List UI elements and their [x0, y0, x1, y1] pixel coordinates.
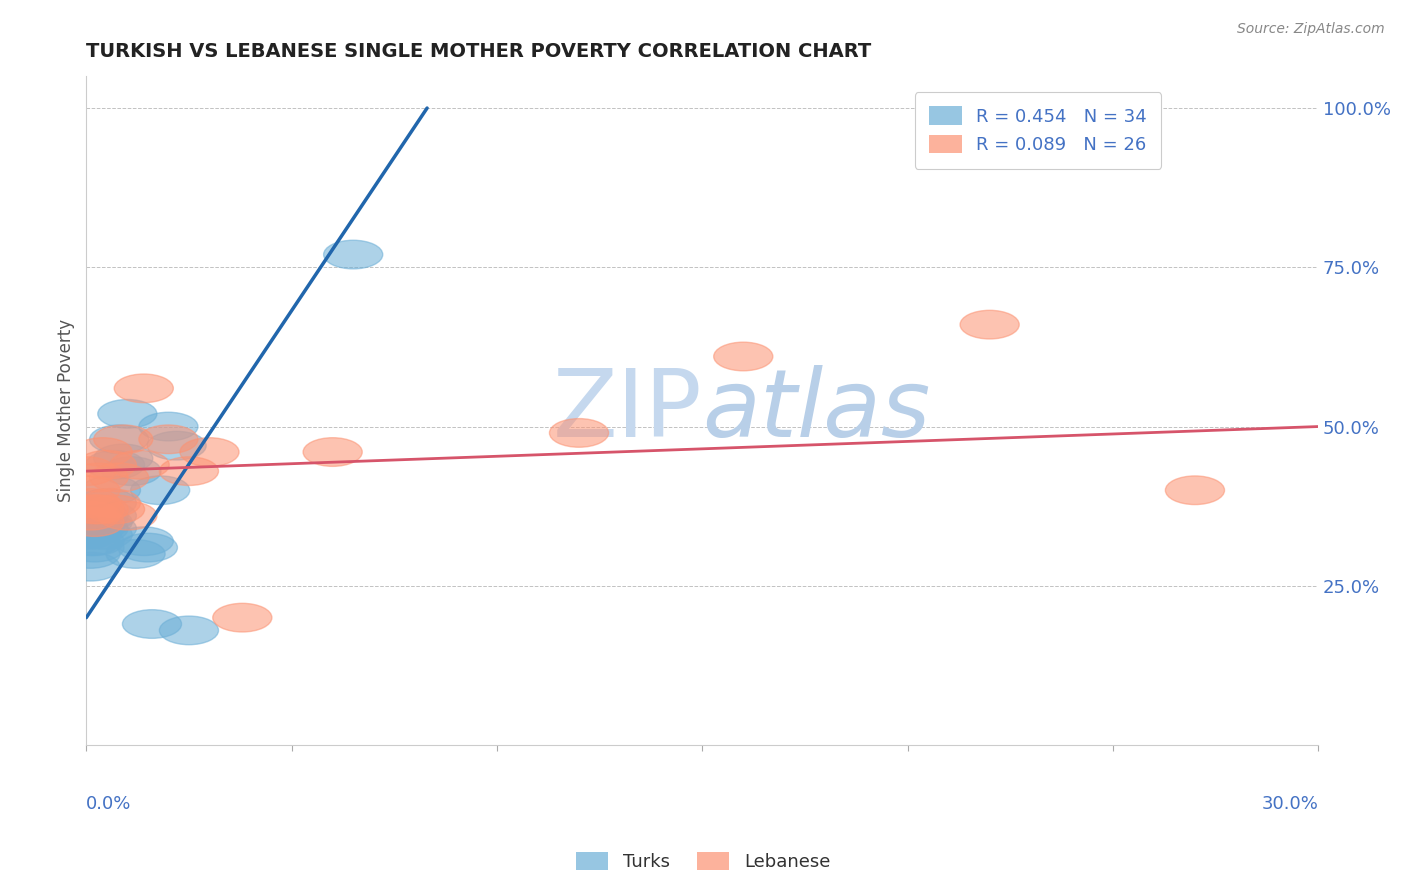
- Ellipse shape: [65, 514, 124, 543]
- Ellipse shape: [69, 495, 128, 524]
- Y-axis label: Single Mother Poverty: Single Mother Poverty: [58, 319, 75, 502]
- Ellipse shape: [148, 432, 207, 460]
- Ellipse shape: [65, 508, 124, 536]
- Text: ZIP: ZIP: [553, 365, 702, 457]
- Ellipse shape: [60, 501, 120, 530]
- Ellipse shape: [114, 374, 173, 402]
- Ellipse shape: [714, 343, 773, 371]
- Ellipse shape: [94, 425, 153, 454]
- Text: 30.0%: 30.0%: [1261, 795, 1319, 814]
- Text: 0.0%: 0.0%: [86, 795, 132, 814]
- Ellipse shape: [69, 501, 128, 530]
- Ellipse shape: [212, 603, 271, 632]
- Ellipse shape: [114, 527, 173, 556]
- Ellipse shape: [77, 489, 136, 517]
- Ellipse shape: [105, 540, 165, 568]
- Ellipse shape: [60, 552, 120, 581]
- Text: atlas: atlas: [702, 365, 931, 456]
- Ellipse shape: [77, 514, 136, 543]
- Ellipse shape: [60, 501, 120, 530]
- Ellipse shape: [304, 438, 363, 467]
- Ellipse shape: [60, 527, 120, 556]
- Ellipse shape: [73, 438, 132, 467]
- Ellipse shape: [110, 450, 169, 479]
- Ellipse shape: [139, 425, 198, 454]
- Ellipse shape: [60, 476, 120, 505]
- Ellipse shape: [69, 463, 128, 491]
- Ellipse shape: [69, 514, 128, 543]
- Legend: Turks, Lebanese: Turks, Lebanese: [568, 845, 838, 879]
- Ellipse shape: [65, 533, 124, 562]
- Ellipse shape: [1083, 94, 1143, 122]
- Ellipse shape: [98, 501, 157, 530]
- Ellipse shape: [90, 425, 149, 454]
- Ellipse shape: [82, 476, 141, 505]
- Ellipse shape: [60, 489, 120, 517]
- Ellipse shape: [60, 514, 120, 543]
- Ellipse shape: [101, 457, 162, 485]
- Ellipse shape: [73, 521, 132, 549]
- Ellipse shape: [122, 610, 181, 639]
- Ellipse shape: [77, 501, 136, 530]
- Ellipse shape: [65, 495, 124, 524]
- Ellipse shape: [82, 489, 141, 517]
- Ellipse shape: [159, 457, 218, 485]
- Ellipse shape: [65, 527, 124, 556]
- Ellipse shape: [60, 540, 120, 568]
- Ellipse shape: [86, 450, 145, 479]
- Ellipse shape: [1166, 476, 1225, 505]
- Ellipse shape: [98, 400, 157, 428]
- Ellipse shape: [56, 521, 115, 549]
- Ellipse shape: [90, 463, 149, 491]
- Text: Source: ZipAtlas.com: Source: ZipAtlas.com: [1237, 22, 1385, 37]
- Ellipse shape: [323, 240, 382, 268]
- Ellipse shape: [159, 616, 218, 645]
- Ellipse shape: [180, 438, 239, 467]
- Ellipse shape: [65, 508, 124, 536]
- Ellipse shape: [94, 444, 153, 473]
- Ellipse shape: [118, 533, 177, 562]
- Text: TURKISH VS LEBANESE SINGLE MOTHER POVERTY CORRELATION CHART: TURKISH VS LEBANESE SINGLE MOTHER POVERT…: [86, 42, 872, 61]
- Ellipse shape: [960, 310, 1019, 339]
- Ellipse shape: [56, 457, 115, 485]
- Legend: R = 0.454   N = 34, R = 0.089   N = 26: R = 0.454 N = 34, R = 0.089 N = 26: [915, 92, 1161, 169]
- Ellipse shape: [77, 450, 136, 479]
- Ellipse shape: [139, 412, 198, 441]
- Ellipse shape: [131, 476, 190, 505]
- Ellipse shape: [73, 508, 132, 536]
- Ellipse shape: [550, 418, 609, 447]
- Ellipse shape: [56, 508, 115, 536]
- Ellipse shape: [86, 495, 145, 524]
